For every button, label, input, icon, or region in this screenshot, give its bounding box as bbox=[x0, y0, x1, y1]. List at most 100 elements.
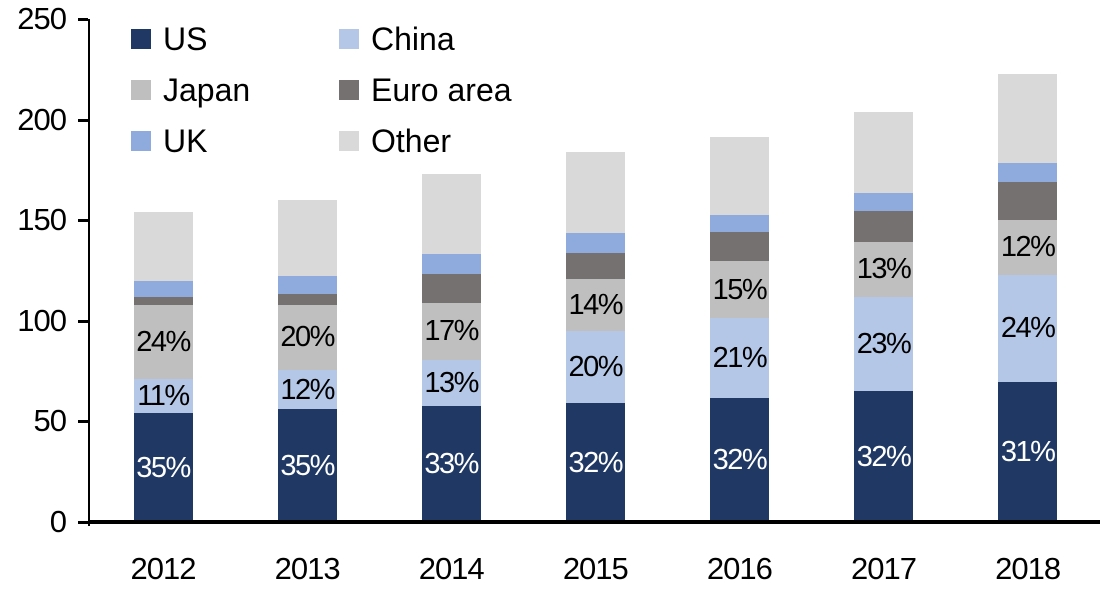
bar-segment-china-2017 bbox=[854, 296, 913, 392]
legend-label-us: US bbox=[163, 21, 208, 57]
bar-segment-china-2018 bbox=[998, 274, 1058, 383]
legend-label-china: China bbox=[371, 21, 455, 57]
bar-segment-uk-2013 bbox=[277, 275, 337, 294]
x-tick-label-2013: 2013 bbox=[274, 551, 341, 586]
bar-segment-us-2014 bbox=[421, 406, 481, 522]
bar-segment-us-2017 bbox=[854, 391, 913, 522]
bar-segment-china-2016 bbox=[709, 317, 769, 399]
bar-segment-euro-area-2014 bbox=[421, 273, 481, 303]
bar-value-label-japan-2017: 13% bbox=[856, 253, 912, 286]
bar-segment-other-2016 bbox=[709, 136, 769, 216]
y-tick-label: 150 bbox=[17, 202, 67, 238]
bar-value-label-japan-2014: 17% bbox=[424, 315, 479, 348]
bar-segment-china-2012 bbox=[133, 379, 193, 414]
bar-segment-japan-2017 bbox=[854, 242, 913, 297]
x-tick-label-2015: 2015 bbox=[562, 551, 629, 586]
y-tick-label: 50 bbox=[33, 403, 67, 439]
legend-label-uk: UK bbox=[163, 123, 208, 159]
bar-value-label-us-2018: 31% bbox=[1000, 436, 1056, 469]
bar-segment-japan-2018 bbox=[998, 220, 1058, 275]
bar-value-label-japan-2015: 14% bbox=[568, 288, 624, 321]
bar-value-label-japan-2013: 20% bbox=[280, 321, 335, 354]
bar-segment-uk-2017 bbox=[854, 193, 913, 212]
y-tick-label: 100 bbox=[17, 302, 67, 338]
bar-value-label-japan-2016: 15% bbox=[712, 273, 768, 306]
bar-segment-japan-2012 bbox=[133, 304, 193, 380]
bar-segment-us-2015 bbox=[565, 403, 625, 522]
bar-segment-euro-area-2013 bbox=[277, 293, 337, 305]
bar-value-label-japan-2012: 24% bbox=[136, 325, 191, 358]
y-tick bbox=[78, 18, 88, 21]
bar-segment-euro-area-2017 bbox=[854, 211, 913, 243]
legend-label-japan: Japan bbox=[163, 72, 251, 108]
y-axis-line bbox=[88, 19, 90, 526]
legend-swatch-china bbox=[339, 29, 359, 49]
bar-value-label-us-2014: 33% bbox=[424, 448, 479, 481]
legend-label-euro-area: Euro area bbox=[371, 72, 512, 108]
bar-value-label-china-2016: 21% bbox=[712, 342, 768, 375]
bar-segment-uk-2016 bbox=[709, 215, 769, 233]
x-tick-label-2014: 2014 bbox=[418, 551, 485, 586]
bar-segment-china-2013 bbox=[277, 370, 337, 410]
x-tick-label-2016: 2016 bbox=[706, 551, 773, 586]
bar-value-label-china-2013: 12% bbox=[280, 373, 335, 406]
bar-segment-japan-2015 bbox=[565, 278, 625, 331]
bar-segment-japan-2014 bbox=[421, 302, 481, 361]
bar-value-label-china-2012: 11% bbox=[137, 380, 190, 413]
legend-swatch-other bbox=[339, 131, 359, 151]
legend-item-japan: Japan bbox=[131, 72, 251, 108]
bar-value-label-china-2018: 24% bbox=[1000, 312, 1056, 345]
bar-value-label-us-2017: 32% bbox=[856, 440, 912, 473]
bar-segment-euro-area-2012 bbox=[133, 296, 193, 305]
legend-item-us: US bbox=[131, 21, 208, 57]
bar-segment-other-2017 bbox=[854, 111, 913, 194]
bar-segment-us-2016 bbox=[709, 398, 769, 522]
legend-swatch-euro-area bbox=[339, 80, 359, 100]
legend-item-euro-area: Euro area bbox=[339, 72, 512, 108]
x-axis-line bbox=[88, 520, 1100, 524]
bar-value-label-us-2013: 35% bbox=[280, 449, 335, 482]
y-tick-label: 0 bbox=[49, 504, 67, 539]
bar-value-label-china-2017: 23% bbox=[856, 327, 912, 360]
bar-segment-uk-2014 bbox=[421, 254, 481, 274]
bar-segment-china-2015 bbox=[565, 330, 625, 404]
bar-segment-us-2013 bbox=[277, 409, 337, 522]
bar-segment-uk-2018 bbox=[998, 162, 1058, 182]
y-tick bbox=[78, 420, 88, 424]
bar-segment-other-2012 bbox=[133, 212, 193, 281]
x-tick-label-2017: 2017 bbox=[851, 551, 917, 586]
bar-value-label-us-2015: 32% bbox=[568, 446, 624, 479]
x-tick-label-2012: 2012 bbox=[130, 551, 197, 586]
x-tick-label-2018: 2018 bbox=[995, 551, 1061, 586]
bar-segment-us-2012 bbox=[133, 413, 193, 522]
bar-segment-euro-area-2018 bbox=[998, 181, 1058, 221]
bar-value-label-us-2016: 32% bbox=[712, 444, 768, 477]
bar-segment-other-2015 bbox=[565, 151, 625, 234]
y-tick bbox=[78, 118, 88, 122]
legend-label-other: Other bbox=[371, 123, 452, 159]
bar-segment-japan-2013 bbox=[277, 304, 337, 371]
bar-value-label-china-2014: 13% bbox=[424, 367, 479, 400]
legend-swatch-japan bbox=[131, 80, 151, 100]
legend-item-other: Other bbox=[339, 123, 452, 159]
y-tick bbox=[78, 219, 88, 223]
legend-item-uk: UK bbox=[131, 123, 208, 159]
bar-value-label-japan-2018: 12% bbox=[1000, 231, 1056, 264]
bar-segment-china-2014 bbox=[421, 360, 481, 407]
bar-segment-other-2014 bbox=[421, 173, 481, 255]
legend-item-china: China bbox=[339, 21, 455, 57]
bar-segment-us-2018 bbox=[998, 382, 1058, 522]
y-tick bbox=[78, 521, 88, 524]
y-tick bbox=[78, 319, 88, 323]
bar-segment-japan-2016 bbox=[709, 261, 769, 318]
bar-segment-uk-2015 bbox=[565, 233, 625, 254]
bar-value-label-us-2012: 35% bbox=[136, 451, 191, 484]
y-tick-label: 200 bbox=[17, 101, 67, 137]
bar-segment-other-2013 bbox=[277, 200, 337, 276]
bar-segment-euro-area-2015 bbox=[565, 253, 625, 279]
legend-swatch-us bbox=[131, 29, 151, 49]
bar-segment-uk-2012 bbox=[133, 280, 193, 297]
bar-segment-euro-area-2016 bbox=[709, 232, 769, 262]
legend-swatch-uk bbox=[131, 131, 151, 151]
